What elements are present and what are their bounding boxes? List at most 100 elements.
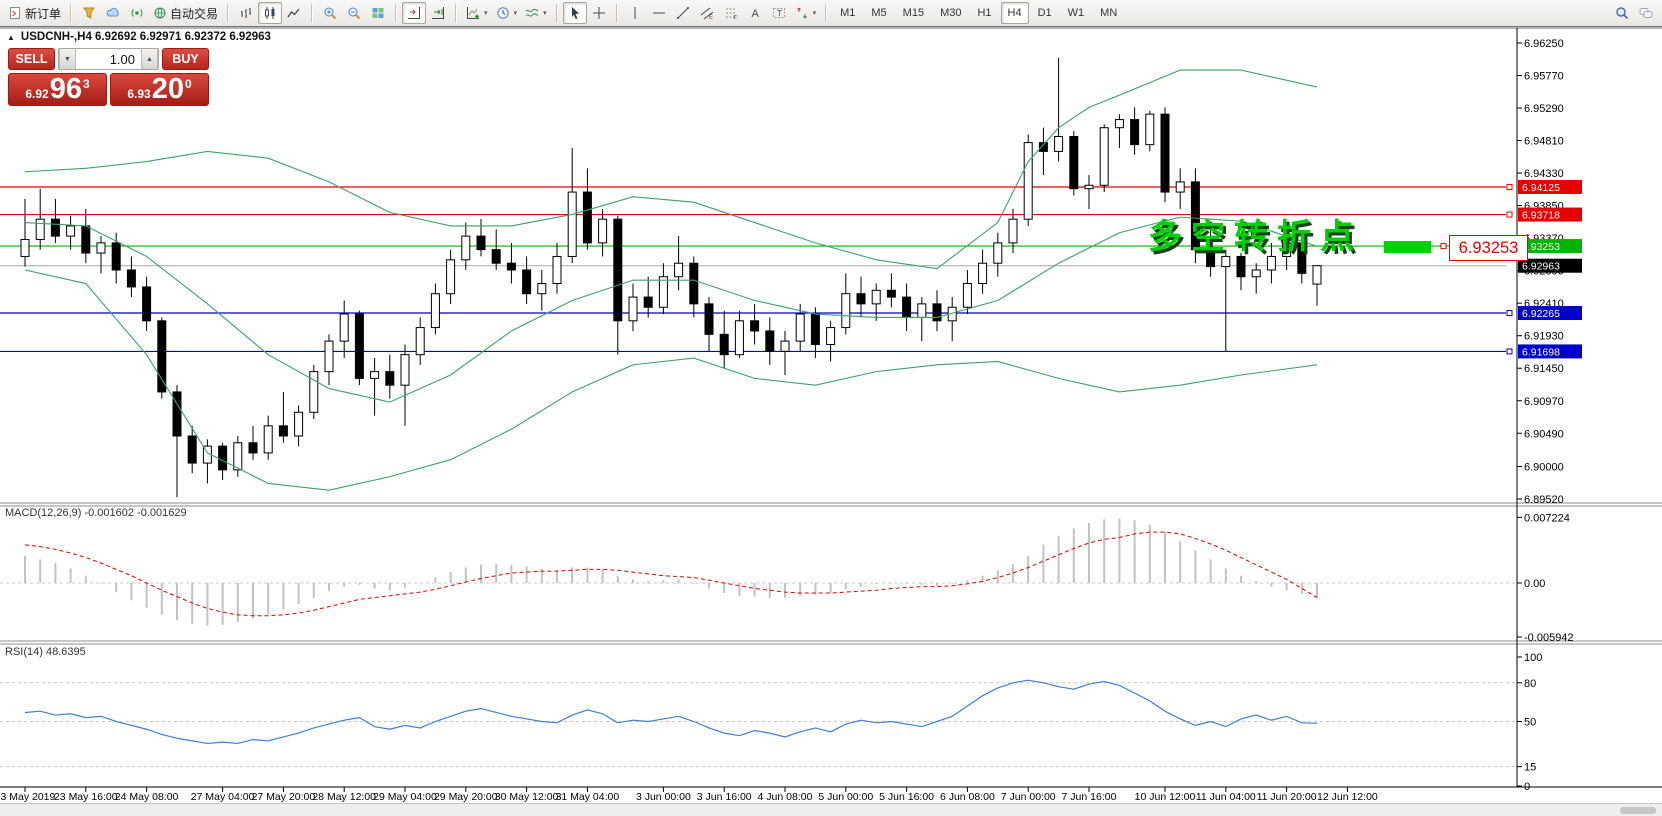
label-button[interactable]: T — [767, 2, 791, 24]
volume-input[interactable]: 1.00 — [109, 51, 135, 67]
time-tick-label: 11 Jun 20:00 — [1257, 791, 1317, 803]
text-button[interactable]: A — [743, 2, 767, 24]
line-handle[interactable] — [1506, 348, 1513, 355]
community-button[interactable] — [101, 2, 125, 24]
chart-shift-button[interactable] — [402, 2, 427, 24]
scrollbar-thumb[interactable] — [1620, 807, 1656, 814]
price-callout-box[interactable]: 6.93253 — [1449, 235, 1528, 261]
auto-scroll-button[interactable] — [426, 2, 450, 24]
timeframe-m30-button[interactable]: M30 — [940, 7, 962, 19]
autotrading-button[interactable]: 自动交易 — [149, 2, 222, 24]
chart-symbol-header: ▲ USDCNH-,H4 6.92692 6.92971 6.92372 6.9… — [7, 31, 271, 43]
candle — [719, 333, 729, 356]
line-handle[interactable] — [1506, 310, 1513, 317]
arrows-icon — [795, 6, 809, 20]
candle — [111, 242, 121, 271]
time-tick-label: 28 May 12:00 — [312, 791, 376, 803]
candle — [750, 320, 760, 332]
macd-histogram-bar — [404, 583, 406, 588]
tile-windows-button[interactable] — [366, 2, 390, 24]
chat-button[interactable] — [1634, 2, 1658, 24]
candle — [415, 327, 425, 356]
buy-price-display[interactable]: 6.93 20 0 — [110, 73, 209, 106]
macd-histogram-bar — [69, 568, 72, 583]
templates-button[interactable]: ▾ — [521, 2, 551, 24]
macd-histogram-bar — [1164, 532, 1166, 583]
line-handle[interactable] — [1506, 183, 1513, 190]
timeframe-w1-button[interactable]: W1 — [1067, 7, 1085, 19]
one-click-trading-panel: SELL ▼ 1.00 ▲ BUY 6.92 96 3 6.93 20 0 — [8, 48, 209, 106]
volume-increase-button[interactable]: ▲ — [141, 49, 158, 69]
candle — [537, 283, 547, 295]
timeframe-d1-button[interactable]: D1 — [1037, 7, 1052, 19]
volume-decrease-button[interactable]: ▼ — [59, 49, 76, 69]
timeframe-h1-button[interactable]: H1 — [977, 7, 992, 19]
candle — [658, 276, 668, 308]
bar-chart-button[interactable] — [234, 2, 258, 24]
line-chart-button[interactable] — [282, 2, 306, 24]
vline-button[interactable] — [623, 2, 647, 24]
line-handle[interactable] — [1506, 211, 1513, 218]
timeframe-mn-button[interactable]: MN — [1100, 7, 1118, 19]
fibo-icon: F — [724, 6, 738, 20]
candle — [826, 327, 836, 346]
macd-histogram-bar — [540, 569, 543, 583]
channel-button[interactable]: E — [695, 2, 719, 24]
cursor-button[interactable] — [562, 2, 587, 24]
macd-histogram-bar — [221, 583, 224, 625]
macd-histogram-bar — [814, 583, 817, 595]
candle-chart-button[interactable] — [258, 2, 283, 24]
search-button[interactable] — [1610, 2, 1634, 24]
chart-annotation-text[interactable]: 多空转折点 — [1148, 218, 1363, 256]
zoom-in-button[interactable] — [318, 2, 342, 24]
macd-histogram-bar — [829, 583, 832, 593]
macd-histogram-bar — [115, 583, 118, 593]
macd-histogram-bar — [966, 580, 969, 583]
svg-text:F: F — [733, 16, 737, 21]
svg-text:A: A — [751, 8, 759, 20]
hline-button[interactable] — [647, 2, 671, 24]
macd-histogram-bar — [1285, 583, 1288, 591]
candles-icon — [263, 6, 277, 20]
indicators-button[interactable]: ▾ — [462, 2, 492, 24]
sell-button[interactable]: SELL — [8, 48, 55, 70]
toolbar-separator — [825, 4, 828, 22]
candle — [1282, 242, 1292, 257]
candle — [1160, 113, 1170, 193]
timeframe-h4-button[interactable]: H4 — [1000, 2, 1029, 24]
candle — [689, 262, 699, 305]
crosshair-button[interactable] — [587, 2, 611, 24]
timeframe-m15-button[interactable]: M15 — [902, 7, 925, 19]
fibonacci-button[interactable]: F — [719, 2, 743, 24]
sell-price-display[interactable]: 6.92 96 3 — [8, 73, 107, 106]
callout-handle[interactable] — [1440, 243, 1447, 250]
candle — [841, 293, 851, 329]
time-tick-label: 12 Jun 12:00 — [1317, 791, 1378, 803]
periods-button[interactable]: ▾ — [492, 2, 522, 24]
macd-histogram-bar — [753, 583, 756, 597]
price-tick-label: 6.90490 — [1524, 428, 1564, 440]
timeframe-m1-button[interactable]: M1 — [840, 7, 856, 19]
macd-histogram-bar — [738, 583, 741, 596]
macd-histogram-bar — [996, 570, 999, 583]
buy-button[interactable]: BUY — [162, 48, 209, 70]
macd-histogram-bar — [434, 577, 437, 583]
trendline-button[interactable] — [671, 2, 695, 24]
candle — [582, 191, 592, 244]
price-tick-label: 6.89520 — [1524, 494, 1564, 506]
macd-histogram-bar — [282, 583, 285, 610]
candle — [294, 411, 304, 437]
collapse-icon[interactable]: ▲ — [7, 32, 15, 42]
timeframe-m5-button[interactable]: M5 — [871, 7, 887, 19]
annotation-green-marker[interactable] — [1384, 241, 1431, 253]
candle — [1054, 136, 1064, 152]
metaeditor-button[interactable] — [77, 2, 101, 24]
new-order-button[interactable]: 新订单 — [4, 2, 65, 24]
svg-text:T: T — [777, 9, 782, 18]
zoom-out-button[interactable] — [342, 2, 366, 24]
shift-icon — [407, 6, 421, 20]
macd-histogram-bar — [784, 583, 786, 598]
arrows-button[interactable]: ▾ — [791, 2, 821, 24]
signals-button[interactable] — [125, 2, 149, 24]
